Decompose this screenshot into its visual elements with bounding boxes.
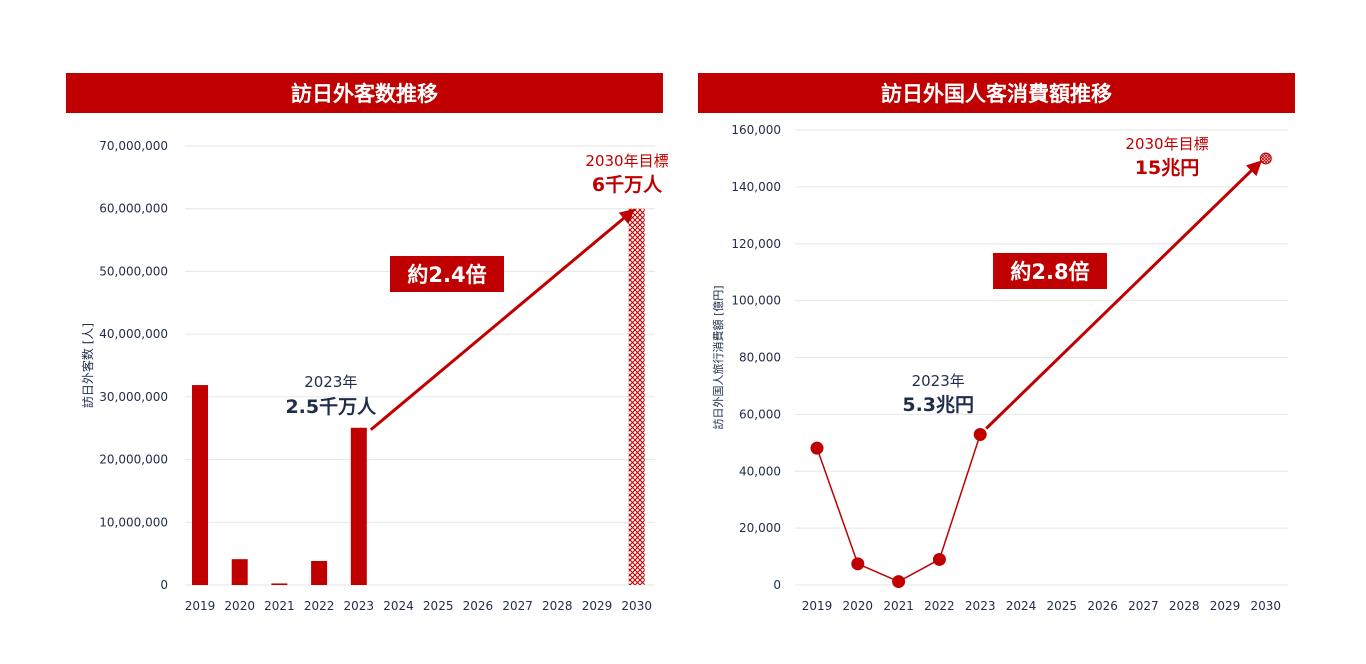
- left-chart: 0 10,000,000 20,000,000 30,000,000 40,000,00…: [80, 139, 669, 613]
- y-tick-label: 10,000,000: [99, 515, 168, 529]
- x-tick-label: 2019: [802, 599, 833, 613]
- target-value-label: 6千万人: [592, 174, 663, 196]
- x-tick-label: 2027: [1128, 599, 1159, 613]
- x-tick-label: 2025: [423, 599, 454, 613]
- x-tick-label: 2024: [383, 599, 414, 613]
- x-tick-label: 2024: [1006, 599, 1037, 613]
- target-year-label: 2030年目標: [585, 152, 668, 170]
- y-tick-label: 140,000: [731, 180, 781, 194]
- multiplier-badge: [390, 256, 504, 292]
- data-point: [932, 552, 946, 566]
- growth-arrow: [985, 160, 1262, 430]
- x-tick-label: 2030: [1251, 599, 1282, 613]
- x-tick-label: 2027: [502, 599, 533, 613]
- x-tick-label: 2023: [965, 599, 996, 613]
- y-axis-label: 訪日外客数 [人]: [80, 323, 95, 408]
- x-tick-label: 2020: [843, 599, 874, 613]
- bar: [231, 559, 248, 585]
- right-chart: 0 20,000 40,000 60,000 80,000 100,000 120,000 1…: [711, 123, 1288, 613]
- y-tick-label: 0: [160, 578, 168, 592]
- x-tick-label: 2028: [1169, 599, 1200, 613]
- x-tick-label: 2023: [344, 599, 375, 613]
- y-tick-label: 70,000,000: [99, 139, 168, 153]
- x-tick-label: 2026: [463, 599, 494, 613]
- y-tick-label: 60,000,000: [99, 202, 168, 216]
- left-chart-title: 訪日外客数推移: [66, 73, 663, 113]
- x-tick-label: 2020: [224, 599, 255, 613]
- y-tick-label: 160,000: [731, 123, 781, 137]
- y-tick-label: 50,000,000: [99, 264, 168, 278]
- target-point: [1259, 152, 1272, 165]
- y-tick-label: 80,000: [739, 351, 781, 365]
- y-tick-label: 40,000,000: [99, 327, 168, 341]
- data-point: [810, 441, 824, 455]
- data-point: [851, 557, 865, 571]
- bar: [192, 385, 208, 585]
- y-tick-label: 40,000: [739, 464, 781, 478]
- bar: [311, 560, 328, 585]
- x-tick-label: 2019: [185, 599, 216, 613]
- target-year-label: 2030年目標: [1125, 135, 1208, 153]
- target-value-label: 15兆円: [1135, 157, 1199, 179]
- y-tick-label: 20,000,000: [99, 453, 168, 467]
- data-point: [973, 428, 987, 442]
- y-tick-label: 60,000: [739, 407, 781, 421]
- x-tick-label: 2022: [924, 599, 955, 613]
- current-value-label: 2.5千万人: [285, 396, 377, 418]
- x-tick-label: 2026: [1087, 599, 1118, 613]
- y-tick-label: 20,000: [739, 521, 781, 535]
- x-tick-label: 2021: [264, 599, 295, 613]
- y-tick-label: 0: [773, 578, 781, 592]
- multiplier-label: 約2.8倍: [1010, 260, 1089, 284]
- y-axis-label: 訪日外国人旅行消費額 [億円]: [711, 285, 725, 429]
- data-point: [892, 575, 906, 589]
- series-line: [816, 434, 981, 583]
- y-tick-label: 120,000: [731, 237, 781, 251]
- x-tick-label: 2030: [621, 599, 652, 613]
- y-tick-label: 100,000: [731, 294, 781, 308]
- x-tick-label: 2029: [1210, 599, 1241, 613]
- bar: [271, 583, 288, 585]
- x-tick-label: 2029: [582, 599, 613, 613]
- x-tick-label: 2028: [542, 599, 573, 613]
- x-tick-label: 2022: [304, 599, 335, 613]
- multiplier-badge: [993, 253, 1107, 289]
- multiplier-label: 約2.4倍: [407, 263, 486, 287]
- x-tick-label: 2021: [883, 599, 914, 613]
- bar: [350, 427, 367, 585]
- target-bar: [628, 208, 645, 585]
- current-year-label: 2023年: [912, 372, 965, 390]
- growth-arrow: [369, 208, 636, 431]
- right-chart-title: 訪日外国人客消費額推移: [698, 73, 1295, 113]
- x-tick-label: 2025: [1047, 599, 1078, 613]
- y-tick-label: 30,000,000: [99, 390, 168, 404]
- current-year-label: 2023年: [304, 373, 357, 391]
- current-value-label: 5.3兆円: [902, 394, 974, 416]
